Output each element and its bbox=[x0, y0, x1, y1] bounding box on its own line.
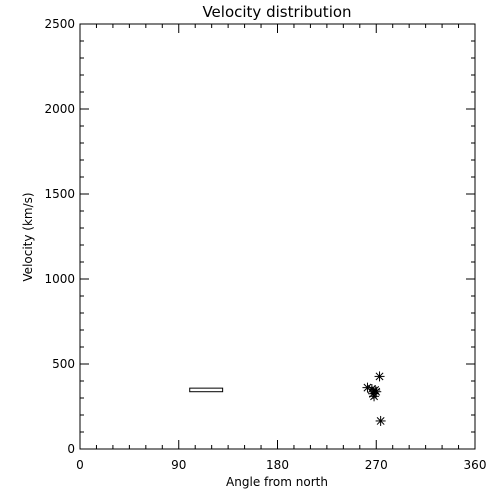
data-points bbox=[362, 371, 386, 426]
range-bar bbox=[189, 387, 224, 393]
x-axis: 0 90 180 270 360 bbox=[76, 24, 486, 472]
y-tick-label: 1000 bbox=[44, 272, 75, 286]
x-tick-label: 0 bbox=[76, 458, 84, 472]
y-tick-label: 0 bbox=[67, 442, 75, 456]
x-axis-label: Angle from north bbox=[226, 475, 328, 489]
chart-title: Velocity distribution bbox=[202, 3, 351, 21]
y-tick-label: 500 bbox=[52, 357, 75, 371]
plot-frame bbox=[79, 23, 476, 450]
data-point bbox=[375, 415, 386, 426]
y-tick-label: 2500 bbox=[44, 17, 75, 31]
y-tick-label: 1500 bbox=[44, 187, 75, 201]
y-tick-label: 2000 bbox=[44, 102, 75, 116]
x-tick-label: 270 bbox=[365, 458, 388, 472]
range-bar-rect bbox=[189, 387, 224, 393]
x-tick-label: 360 bbox=[464, 458, 487, 472]
x-tick-label: 180 bbox=[266, 458, 289, 472]
y-axis: 0 500 1000 1500 2000 2500 bbox=[44, 17, 475, 456]
data-point bbox=[369, 391, 380, 402]
data-point bbox=[374, 371, 385, 382]
x-tick-label: 90 bbox=[171, 458, 186, 472]
y-axis-label: Velocity (km/s) bbox=[21, 192, 35, 281]
